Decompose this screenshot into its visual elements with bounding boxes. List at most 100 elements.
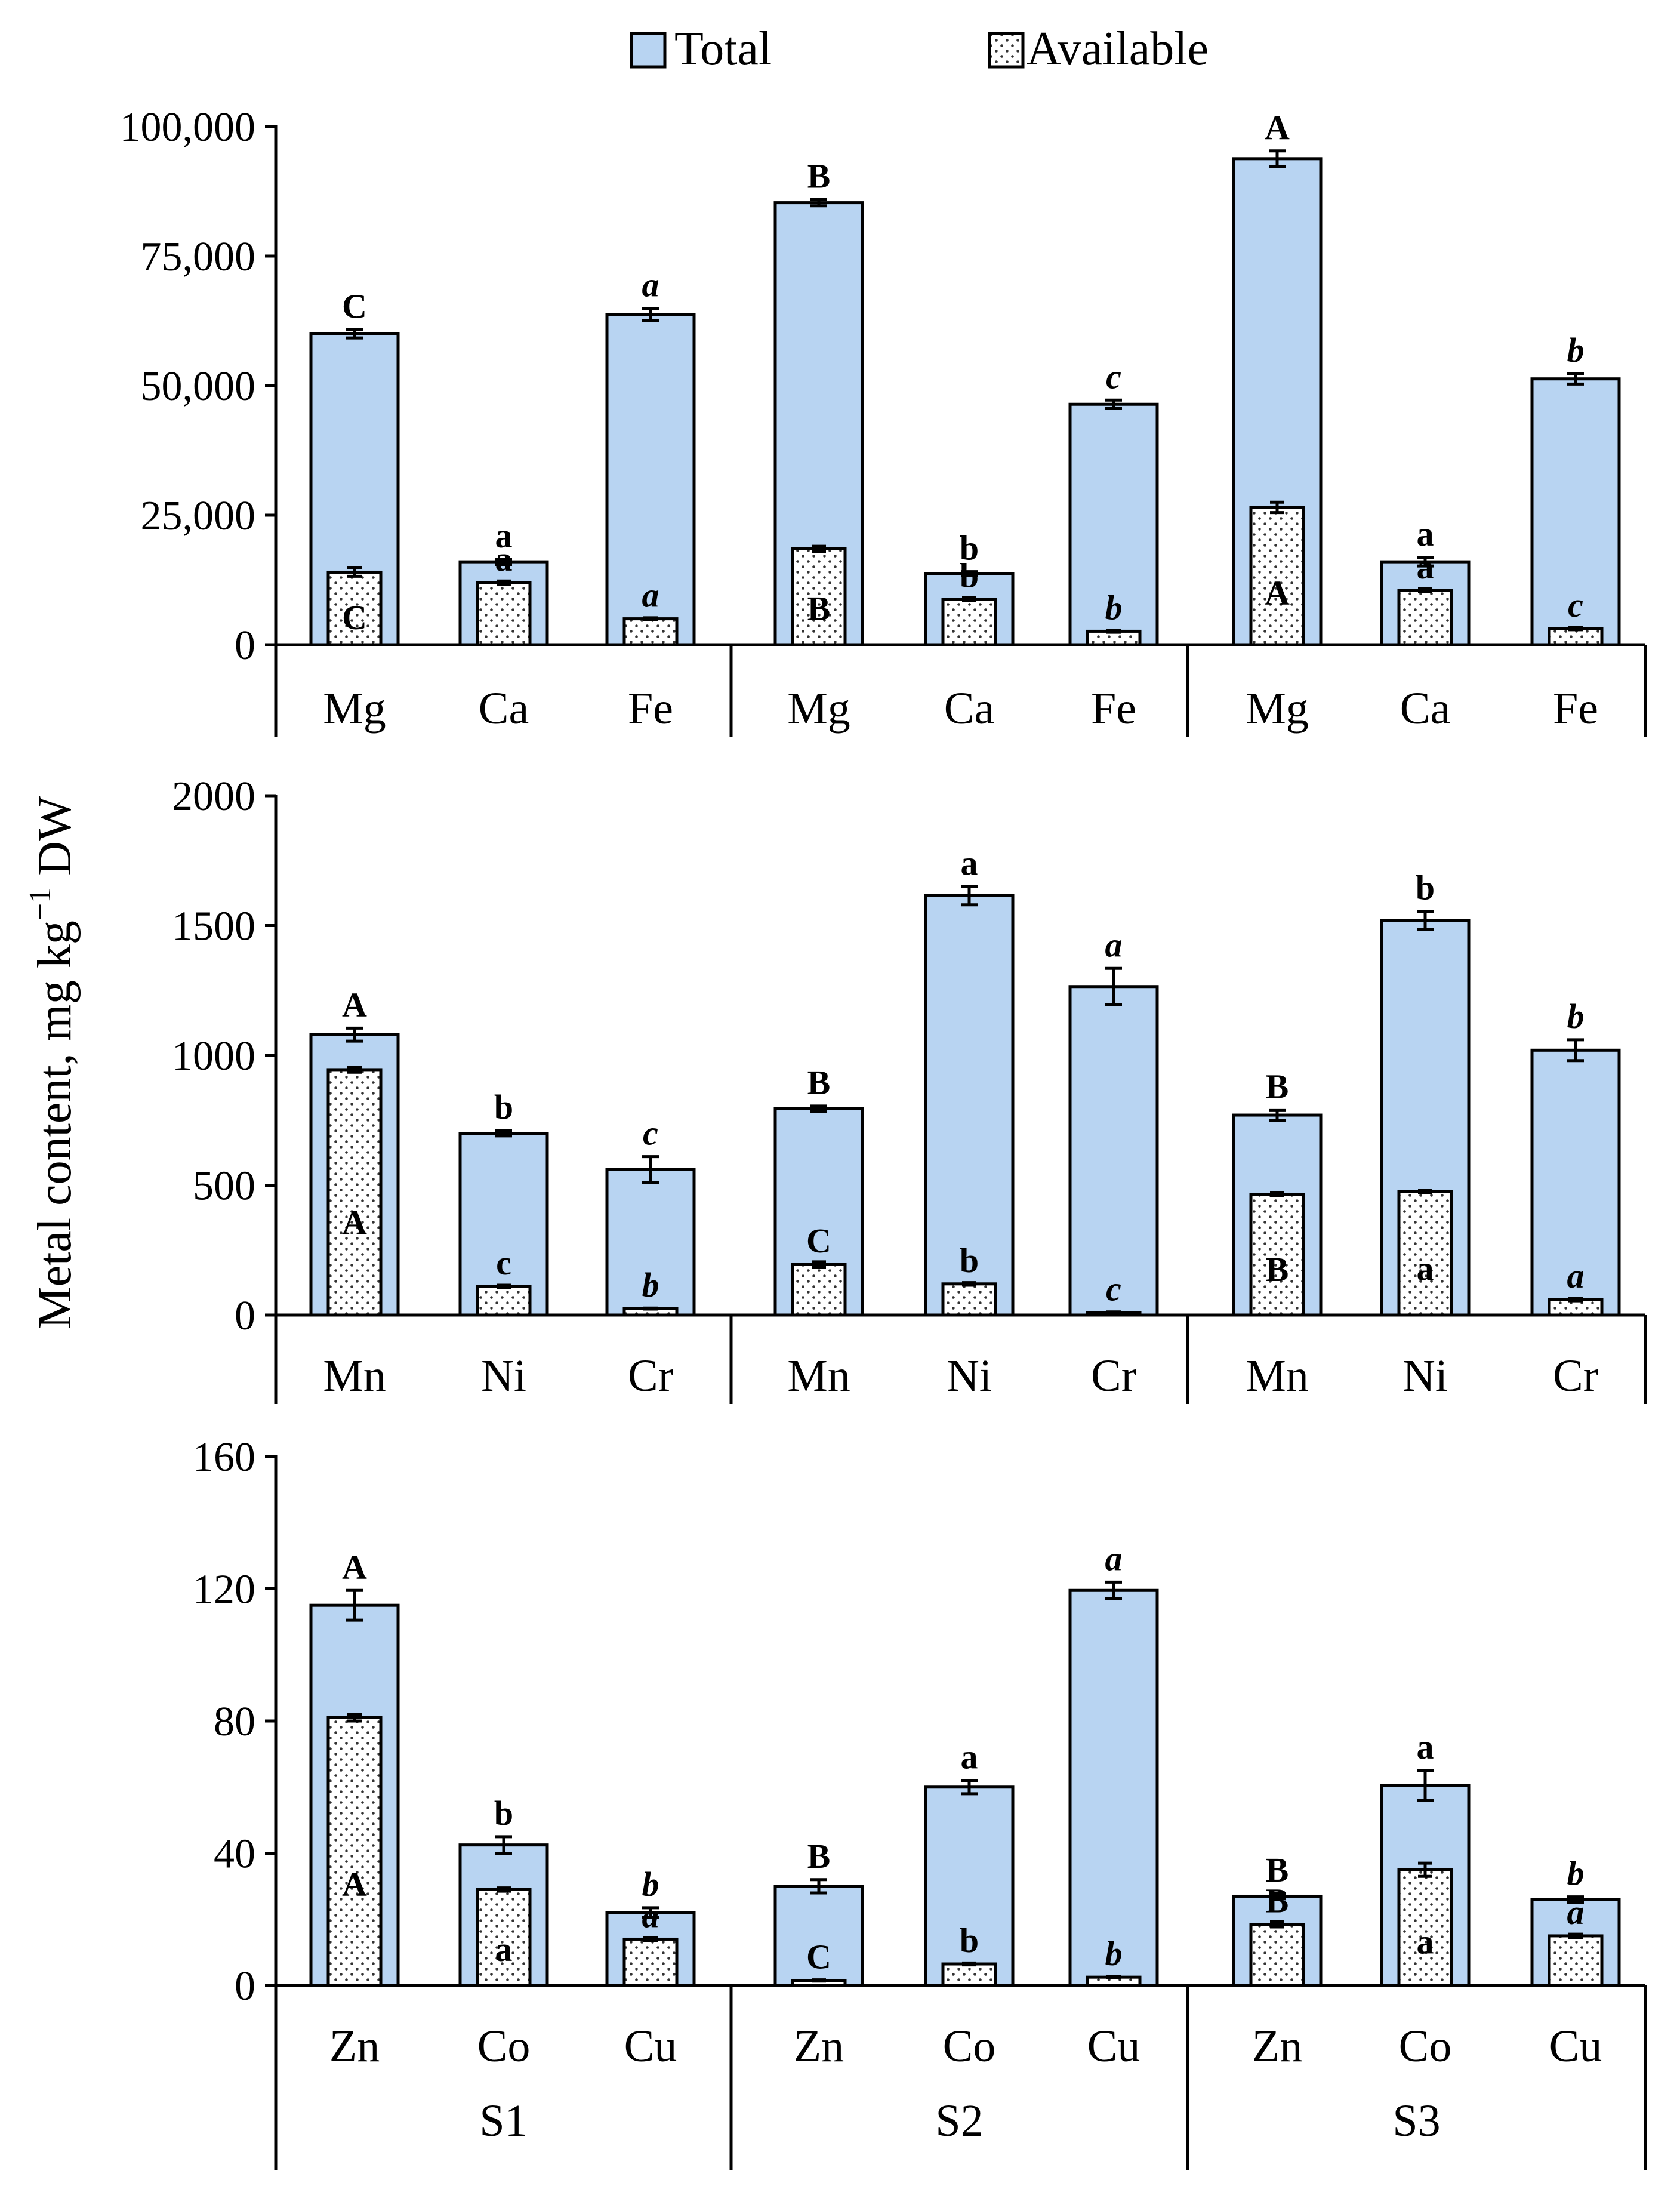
available-significance-label: B bbox=[807, 589, 831, 628]
category-label: Cu bbox=[624, 2021, 677, 2071]
panel-macro: 025,00050,00075,000100,000CCMgaaCaaaFeBB… bbox=[120, 104, 1647, 737]
bar-s3-fe: bc bbox=[1530, 331, 1621, 646]
category-label: Mg bbox=[1246, 683, 1309, 734]
legend-total-swatch bbox=[630, 32, 667, 69]
bar-s1-co: ba bbox=[458, 1794, 549, 1987]
category-label: Ni bbox=[947, 1351, 992, 1401]
legend: Total Available bbox=[630, 23, 1209, 75]
available-significance-label: C bbox=[806, 1938, 831, 1976]
bar-s3-ca: aa bbox=[1380, 515, 1471, 646]
total-significance-label: b bbox=[494, 1088, 513, 1126]
total-significance-label: a bbox=[1105, 925, 1123, 964]
total-significance-label: b bbox=[1567, 997, 1585, 1036]
total-significance-label: A bbox=[342, 1547, 367, 1586]
bar-s3-ni: ba bbox=[1380, 869, 1471, 1317]
total-bar bbox=[1068, 985, 1159, 1317]
category-label: Fe bbox=[628, 683, 673, 734]
category-label: Fe bbox=[1091, 683, 1136, 734]
available-significance-label: a bbox=[1567, 1257, 1585, 1295]
available-bar bbox=[622, 617, 679, 646]
panel-trace1: 0500100015002000AAMnbcNicbCrBCMnabNiacCr… bbox=[172, 774, 1647, 1404]
category-label: Mg bbox=[787, 683, 850, 734]
legend-total-label: Total bbox=[674, 23, 772, 75]
total-significance-label: B bbox=[1266, 1851, 1289, 1889]
category-label: Zn bbox=[329, 2021, 380, 2071]
available-significance-label: a bbox=[1567, 1893, 1585, 1932]
group-label: S1 bbox=[479, 2096, 527, 2146]
y-axis-label-superscript: −1 bbox=[23, 888, 57, 920]
legend-available-label: Available bbox=[1027, 23, 1209, 75]
category-label: Ca bbox=[1400, 683, 1450, 734]
y-tick-label: 120 bbox=[193, 1567, 255, 1613]
available-bar bbox=[476, 1888, 532, 1987]
total-bar bbox=[1068, 402, 1159, 646]
total-significance-label: b bbox=[960, 529, 979, 568]
available-significance-label: b bbox=[1105, 588, 1123, 627]
available-significance-label: b bbox=[642, 1266, 659, 1304]
total-significance-label: b bbox=[1416, 869, 1435, 907]
total-significance-label: b bbox=[494, 1794, 513, 1833]
bar-s3-cr: ba bbox=[1530, 997, 1621, 1317]
available-significance-label: B bbox=[1266, 1250, 1289, 1289]
available-significance-label: b bbox=[960, 556, 979, 595]
group-label: S2 bbox=[935, 2096, 983, 2146]
total-significance-label: B bbox=[807, 156, 831, 195]
y-axis-label: Metal content, mg kg−1 DW bbox=[23, 796, 81, 1329]
category-label: Mn bbox=[787, 1351, 850, 1401]
y-tick-label: 100,000 bbox=[120, 104, 256, 150]
y-tick-label: 80 bbox=[214, 1699, 255, 1745]
y-tick-label: 40 bbox=[214, 1831, 255, 1877]
bar-s1-ni: bc bbox=[458, 1088, 549, 1317]
total-bar bbox=[1530, 1048, 1621, 1317]
category-label: Ca bbox=[479, 683, 529, 734]
available-bar bbox=[941, 1962, 997, 1987]
total-significance-label: C bbox=[342, 287, 367, 325]
available-significance-label: A bbox=[342, 1203, 367, 1242]
total-significance-label: A bbox=[1265, 108, 1290, 147]
category-label: Fe bbox=[1553, 683, 1598, 734]
bar-s3-co: aa bbox=[1380, 1728, 1471, 1987]
total-significance-label: B bbox=[807, 1063, 831, 1102]
y-tick-label: 25,000 bbox=[141, 493, 256, 539]
available-significance-label: a bbox=[642, 1896, 659, 1935]
y-axis-label-text: Metal content, mg kg bbox=[29, 920, 81, 1329]
y-tick-label: 500 bbox=[193, 1163, 255, 1209]
category-label: Co bbox=[477, 2021, 531, 2071]
bar-s2-fe: cb bbox=[1068, 357, 1159, 646]
available-significance-label: b bbox=[1105, 1934, 1123, 1973]
bar-s3-cu: ba bbox=[1530, 1854, 1621, 1987]
bar-s1-mn: AA bbox=[309, 985, 400, 1317]
total-bar bbox=[1068, 1588, 1159, 1987]
bar-s1-zn: AA bbox=[309, 1547, 400, 1987]
total-significance-label: a bbox=[1417, 1728, 1434, 1766]
category-label: Cr bbox=[1553, 1351, 1598, 1401]
total-significance-label: a bbox=[1105, 1539, 1123, 1578]
available-significance-label: a bbox=[1417, 547, 1434, 586]
bar-s1-ca: aa bbox=[458, 516, 549, 646]
available-significance-label: b bbox=[960, 1241, 979, 1280]
y-tick-label: 0 bbox=[235, 623, 255, 669]
category-label: Ca bbox=[944, 683, 994, 734]
y-tick-label: 50,000 bbox=[141, 364, 256, 410]
total-bar bbox=[773, 1885, 864, 1987]
total-bar bbox=[924, 1785, 1015, 1987]
y-tick-label: 1000 bbox=[172, 1033, 255, 1079]
available-significance-label: C bbox=[342, 598, 367, 637]
category-label: Cr bbox=[628, 1351, 673, 1401]
bar-s2-cu: ab bbox=[1068, 1539, 1159, 1987]
bar-s2-mg: BB bbox=[773, 156, 864, 646]
y-axis-label-suffix: DW bbox=[29, 796, 81, 888]
available-bar bbox=[791, 1263, 847, 1317]
y-tick-label: 160 bbox=[193, 1434, 255, 1480]
category-label: Ni bbox=[1402, 1351, 1448, 1401]
category-label: Zn bbox=[1252, 2021, 1302, 2071]
available-bar bbox=[1548, 1934, 1604, 1987]
available-significance-label: a bbox=[642, 576, 659, 615]
available-significance-label: a bbox=[1417, 1249, 1434, 1288]
panels: 025,00050,00075,000100,000CCMgaaCaaaFeBB… bbox=[120, 104, 1647, 2170]
available-bar bbox=[326, 1716, 383, 1987]
available-significance-label: c bbox=[1106, 1270, 1121, 1308]
available-significance-label: c bbox=[1568, 586, 1583, 624]
total-significance-label: a bbox=[1417, 515, 1434, 553]
available-bar bbox=[941, 598, 997, 646]
